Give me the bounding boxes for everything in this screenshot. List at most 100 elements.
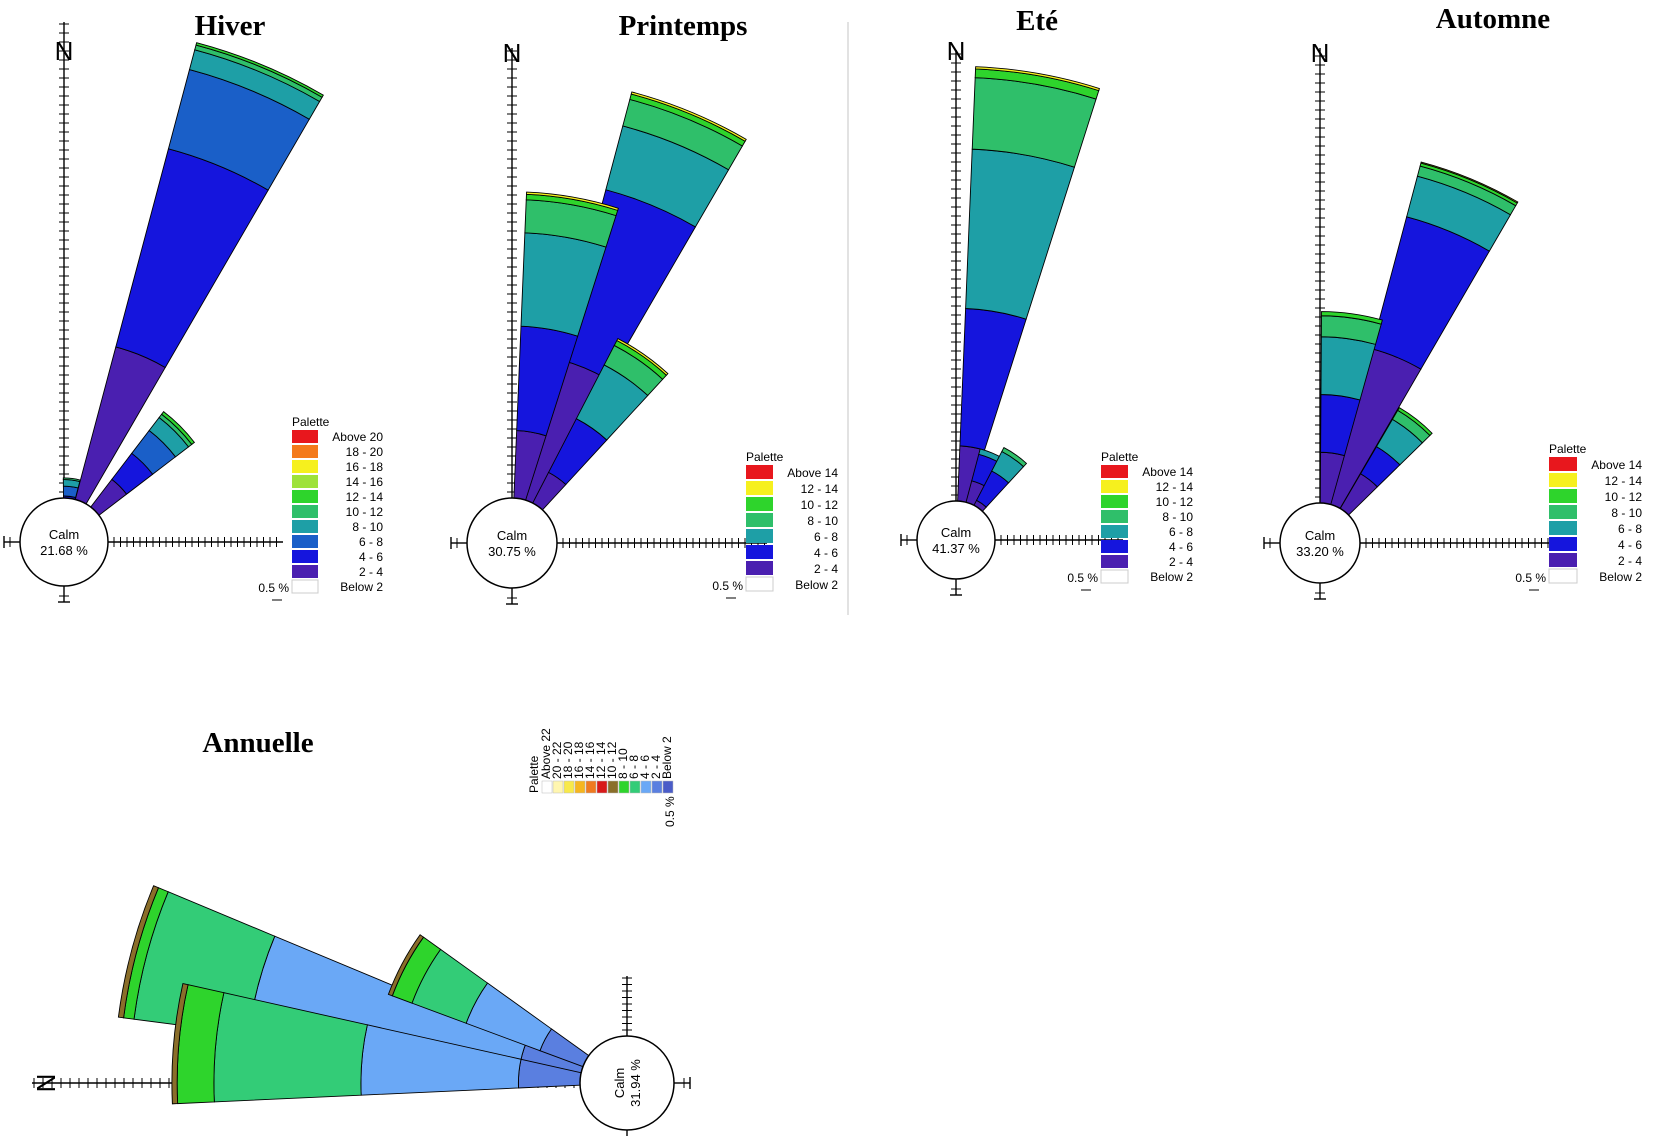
legend-label: 10 - 12 <box>801 498 839 512</box>
legend-label: 2 - 4 <box>814 562 838 576</box>
legend-label: 12 - 14 <box>1156 480 1194 494</box>
legend-swatch <box>541 780 553 794</box>
legend-title: Palette <box>527 755 541 793</box>
legend-label: 6 - 8 <box>1618 522 1642 536</box>
legend-swatch <box>1549 489 1577 503</box>
legend-swatch <box>585 780 597 794</box>
legend-swatch <box>746 561 773 575</box>
rose-title: Automne <box>1436 3 1551 35</box>
legend-swatch <box>1100 569 1129 584</box>
legend-swatch <box>292 445 318 458</box>
legend-label: 8 - 10 <box>807 514 838 528</box>
legend-title: Palette <box>746 450 784 464</box>
legend-label: 16 - 18 <box>346 460 384 474</box>
petal-segment <box>1397 407 1433 437</box>
legend-swatch <box>552 780 564 794</box>
legend-label: 6 - 8 <box>627 755 641 779</box>
legend-swatch <box>1101 510 1128 523</box>
petal-segment <box>616 337 669 376</box>
legend-label: Below 2 <box>660 736 674 779</box>
legend-swatch <box>607 780 619 794</box>
scale-label: 0.5 % <box>258 581 289 595</box>
legend-title: Palette <box>1101 450 1139 464</box>
legend-swatch <box>746 545 773 559</box>
petal-segment <box>62 477 81 483</box>
legend-swatch <box>746 497 773 511</box>
calm-value: 33.20 % <box>1296 544 1344 559</box>
legend-label: Above 14 <box>787 466 838 480</box>
scale-label: 0.5 % <box>1067 571 1098 585</box>
legend-swatch <box>1548 568 1578 584</box>
legend-label: 6 - 8 <box>359 535 383 549</box>
legend-label: 8 - 10 <box>1611 506 1642 520</box>
legend-label: 10 - 12 <box>1156 495 1194 509</box>
legend-swatch <box>1549 521 1577 535</box>
petal-segment <box>525 191 619 211</box>
legend-label: 4 - 6 <box>1618 538 1642 552</box>
north-label: N <box>503 38 522 68</box>
petal-segment <box>387 934 425 997</box>
legend-swatch <box>292 475 318 488</box>
calm-label: Calm <box>612 1068 627 1098</box>
petal-segment <box>117 885 160 1019</box>
petal-segment <box>115 148 269 369</box>
petal-segment <box>160 410 196 446</box>
legend-label: 10 - 12 <box>346 505 384 519</box>
scale-label: 0.5 % <box>663 796 677 827</box>
calm-value: 21.68 % <box>40 543 88 558</box>
legend-swatch <box>1549 473 1577 487</box>
calm-circle <box>1279 502 1361 584</box>
petal-segment <box>959 308 1027 451</box>
legend-swatch <box>563 780 575 794</box>
legend-swatch <box>1549 537 1577 551</box>
legend-label: Below 2 <box>340 580 383 594</box>
legend-label: 4 - 6 <box>638 755 652 779</box>
calm-circle <box>579 1035 675 1131</box>
legend-label: Above 14 <box>1591 458 1642 472</box>
legend-swatch <box>1101 465 1128 478</box>
calm-value: 30.75 % <box>488 544 536 559</box>
legend-swatch <box>596 780 608 794</box>
legend-swatch <box>292 490 318 503</box>
legend-label: Above 22 <box>539 728 553 779</box>
legend-swatch <box>292 505 318 518</box>
legend-swatch <box>640 780 652 794</box>
rose-title: Hiver <box>195 10 266 42</box>
legend-swatch <box>629 780 641 794</box>
north-label: N <box>31 1074 61 1093</box>
legend-swatch <box>292 430 318 443</box>
legend-label: 14 - 16 <box>346 475 384 489</box>
legend-swatch <box>746 481 773 495</box>
petal-segment <box>1001 446 1028 468</box>
petal-segment <box>195 42 324 98</box>
petal-segment <box>171 982 189 1105</box>
north-label: N <box>55 36 74 66</box>
rose-title: Printemps <box>619 10 748 42</box>
legend-label: 16 - 18 <box>572 741 586 779</box>
rose-title: Annuelle <box>202 727 313 759</box>
legend-swatch <box>1101 495 1128 508</box>
legend-swatch <box>1101 555 1128 568</box>
calm-label: Calm <box>941 525 971 540</box>
legend-label: 18 - 20 <box>561 741 575 779</box>
calm-value: 31.94 % <box>628 1059 643 1107</box>
legend-label: 8 - 10 <box>1162 510 1193 524</box>
legend-swatch <box>292 520 318 533</box>
legend-label: 4 - 6 <box>359 550 383 564</box>
legend-label: 12 - 14 <box>594 741 608 779</box>
legend-label: 12 - 14 <box>1605 474 1643 488</box>
legend-swatch <box>662 780 674 794</box>
legend-label: Above 14 <box>1142 465 1193 479</box>
legend-title: Palette <box>292 415 330 429</box>
